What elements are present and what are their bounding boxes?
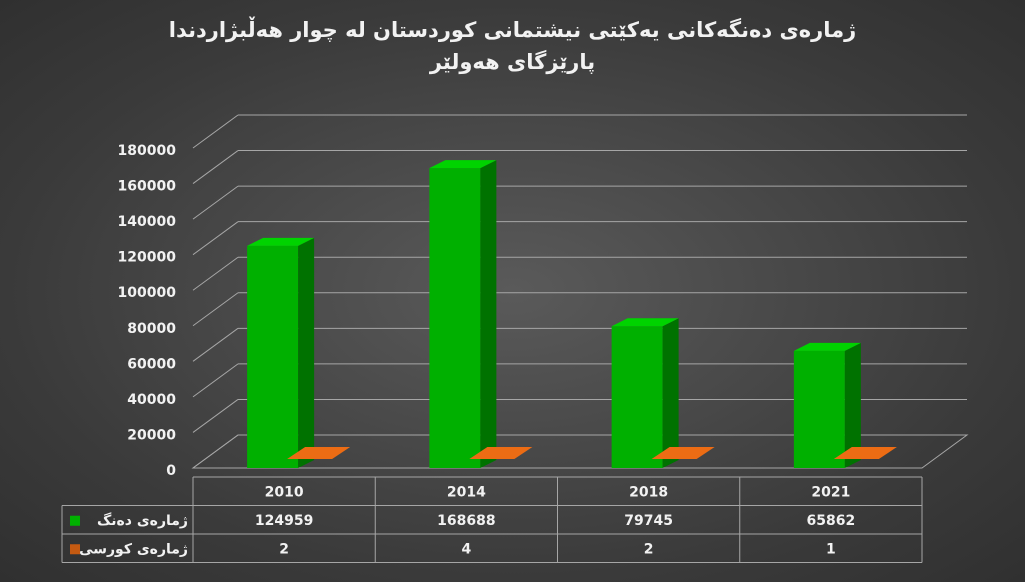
legend-label: ژمارەی کورسی — [79, 541, 188, 557]
data-table-value: 4 — [462, 541, 472, 557]
bar — [793, 350, 845, 468]
y-tick-label: 40000 — [127, 392, 176, 408]
legend-marker — [70, 515, 80, 526]
y-tick-label: 20000 — [127, 427, 176, 443]
data-table-value: 79745 — [624, 513, 673, 529]
grid-line — [192, 399, 239, 433]
grid-line — [192, 363, 239, 398]
data-table-value: 2 — [644, 541, 654, 557]
bar-top — [247, 237, 315, 246]
x-tick-label: 2010 — [265, 484, 304, 500]
legend-label: ژمارەی دەنگ — [97, 512, 188, 529]
data-table-value: 168688 — [437, 513, 495, 529]
grid-line — [192, 150, 239, 184]
y-tick-label: 80000 — [127, 321, 176, 337]
bar-top — [469, 446, 533, 459]
floor — [191, 434, 969, 469]
data-table-value: 1 — [826, 541, 836, 557]
x-tick-label: 2018 — [629, 484, 668, 500]
bar-side — [844, 342, 861, 468]
grid-line — [192, 256, 239, 291]
bar-side — [298, 237, 315, 468]
bar-top — [833, 446, 897, 459]
y-tick-label: 120000 — [118, 250, 177, 266]
bar-side — [696, 446, 715, 459]
bar-top — [651, 446, 715, 459]
bar-top — [429, 160, 497, 169]
bar-side — [662, 318, 679, 468]
y-tick-label: 60000 — [127, 356, 176, 372]
grid-line — [192, 292, 239, 327]
bar-top — [793, 342, 861, 351]
chart-title: ژمارەی دەنگەکانی یەکێتی نیشتمانی کوردستا… — [168, 18, 857, 74]
y-tick-label: 0 — [166, 463, 176, 479]
data-table-value: 2 — [279, 541, 289, 557]
grid-line — [192, 327, 239, 362]
bar — [429, 168, 481, 468]
x-tick-label: 2021 — [811, 484, 850, 500]
y-tick-label: 160000 — [118, 179, 177, 195]
bar-side — [332, 446, 351, 459]
bar-side — [514, 446, 533, 459]
bar-side — [878, 446, 897, 459]
bar — [247, 245, 299, 468]
grid-line — [192, 114, 239, 149]
bar-top — [287, 446, 351, 459]
y-tick-label: 100000 — [118, 285, 177, 301]
y-tick-label: 140000 — [118, 214, 177, 230]
data-table-value: 65862 — [807, 513, 856, 529]
bar-side — [480, 160, 497, 468]
grid-line — [192, 221, 239, 256]
legend-marker — [70, 544, 80, 555]
y-tick-label: 180000 — [118, 143, 177, 159]
bar-top — [611, 318, 679, 327]
bar — [611, 326, 663, 468]
grid-line — [192, 185, 239, 220]
x-tick-label: 2014 — [447, 484, 486, 500]
data-table-value: 124959 — [255, 513, 313, 529]
